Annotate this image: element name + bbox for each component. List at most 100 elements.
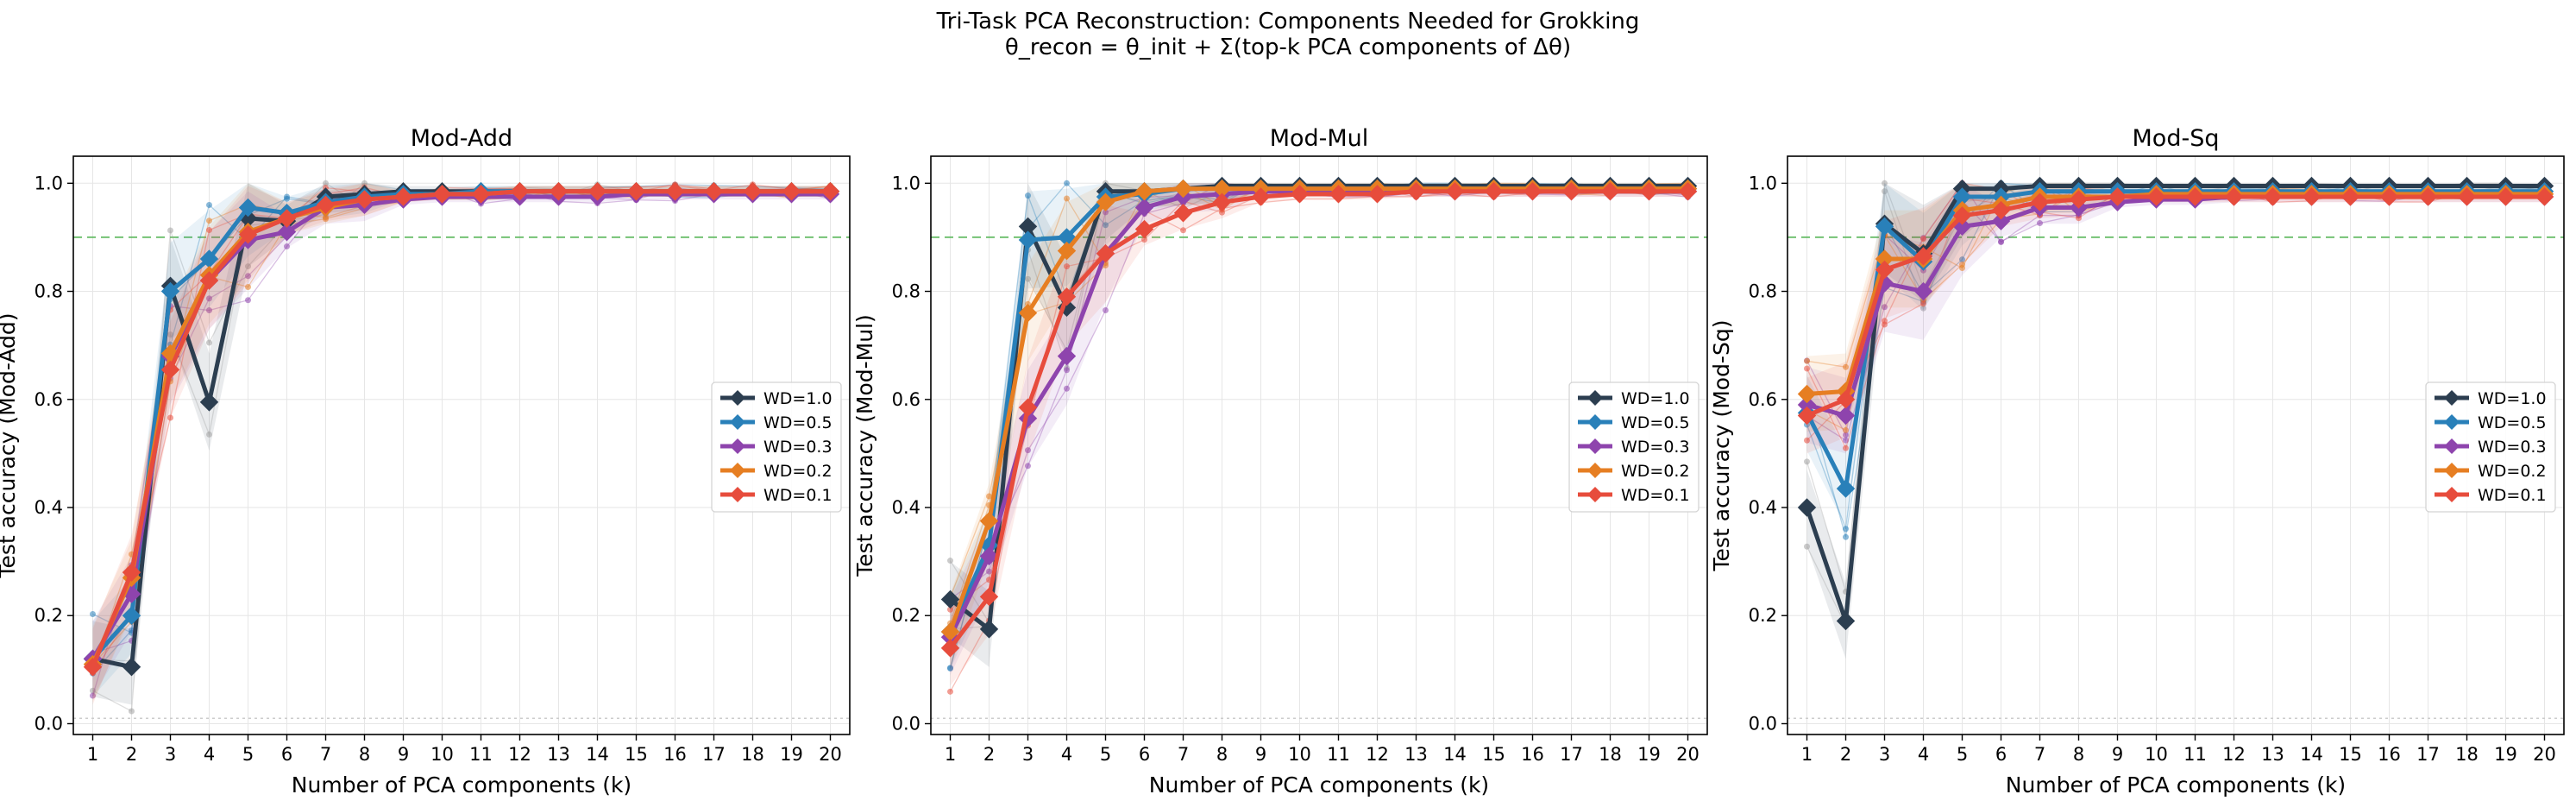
seed-point — [1920, 305, 1926, 312]
x-tick-label: 8 — [2073, 744, 2084, 765]
legend-box — [2425, 381, 2556, 513]
seed-point — [245, 273, 251, 280]
y-tick-label: 0.4 — [35, 497, 63, 518]
y-tick-label: 0.2 — [35, 605, 63, 626]
x-tick-label: 13 — [2261, 744, 2284, 765]
data-point — [1678, 181, 1698, 201]
seed-point — [1064, 367, 1070, 374]
seed-point — [1843, 437, 1849, 444]
seed-point — [167, 227, 173, 234]
legend-marker — [2444, 463, 2460, 478]
legend-marker — [730, 414, 745, 430]
data-point — [1406, 181, 1426, 201]
seed-point — [206, 431, 212, 438]
confidence-band — [950, 183, 1688, 670]
x-tick-label: 6 — [281, 744, 292, 765]
seed-point — [1882, 318, 1888, 325]
x-axis-label: Number of PCA components (k) — [292, 772, 631, 798]
data-point — [199, 271, 219, 290]
y-tick-label: 0.8 — [35, 281, 63, 302]
legend-marker — [730, 438, 745, 454]
legend-label: WD=0.1 — [2478, 486, 2547, 505]
seed-point — [1843, 426, 1849, 433]
y-tick-label: 0.2 — [1749, 605, 1777, 626]
seed-point — [1219, 209, 1225, 216]
x-tick-label: 15 — [2339, 744, 2362, 765]
data-point — [160, 360, 180, 380]
y-tick-label: 0.6 — [1749, 389, 1777, 410]
x-tick-label: 3 — [165, 744, 176, 765]
legend-marker — [2444, 390, 2460, 406]
seed-point — [986, 568, 992, 575]
x-tick-label: 13 — [1404, 744, 1428, 765]
data-point — [1797, 384, 1817, 404]
seed-point — [947, 558, 953, 564]
seed-point — [206, 227, 212, 234]
data-point — [199, 393, 219, 412]
x-tick-label: 16 — [1521, 744, 1544, 765]
y-tick-label: 0.6 — [35, 389, 63, 410]
legend-label: WD=0.3 — [1621, 438, 1690, 457]
seed-point — [206, 218, 212, 224]
data-point — [782, 181, 801, 201]
x-axis-label: Number of PCA components (k) — [1149, 772, 1489, 798]
data-point — [1018, 303, 1038, 323]
data-point — [2069, 190, 2089, 209]
seed-point — [2037, 220, 2043, 227]
seed-point — [1804, 458, 1810, 465]
data-point — [1639, 181, 1659, 201]
x-tick-label: 5 — [1100, 744, 1111, 765]
x-tick-label: 8 — [359, 744, 370, 765]
x-tick-label: 16 — [663, 744, 687, 765]
data-point — [2224, 187, 2244, 206]
data-point — [549, 181, 569, 201]
x-tick-label: 2 — [1840, 744, 1851, 765]
data-point — [316, 195, 336, 215]
data-point — [1134, 198, 1154, 218]
x-tick-label: 5 — [1957, 744, 1968, 765]
seed-point — [1064, 385, 1070, 392]
x-tick-label: 9 — [2112, 744, 2123, 765]
data-point — [393, 187, 413, 206]
legend-label: WD=0.1 — [763, 486, 832, 505]
legend-label: WD=0.1 — [1621, 486, 1690, 505]
seed-point — [284, 243, 290, 250]
y-tick-label: 1.0 — [892, 173, 920, 193]
seed-point — [129, 708, 135, 715]
seed-point — [1141, 236, 1147, 243]
seed-point — [206, 202, 212, 209]
x-tick-label: 13 — [547, 744, 570, 765]
x-tick-label: 19 — [2494, 744, 2517, 765]
seed-point — [1064, 180, 1070, 186]
data-point — [122, 658, 141, 677]
seed-point — [1103, 307, 1109, 314]
x-tick-label: 5 — [242, 744, 254, 765]
data-point — [1991, 200, 2011, 220]
seed-point — [1959, 262, 1965, 268]
legend: WD=1.0 WD=0.5 WD=0.3 WD=0.2 WD=0.1 — [1568, 381, 1700, 513]
subplot-title: Mod-Add — [411, 125, 512, 152]
data-point — [1173, 179, 1193, 199]
data-point — [2030, 192, 2050, 211]
y-tick-label: 0.0 — [35, 713, 63, 734]
data-point — [277, 222, 297, 242]
subplot-mod-add: 1 2 3 4 5 6 7 8 9 10 11 12 13 14 15 16 17 18 19 200.00.20.4… — [0, 125, 851, 798]
seed-point — [1843, 444, 1849, 451]
seed-point — [1103, 222, 1109, 229]
seed-point — [1180, 227, 1186, 234]
seed-point — [1843, 533, 1849, 540]
x-tick-label: 1 — [87, 744, 98, 765]
seed-point — [986, 493, 992, 500]
seed-point — [1882, 188, 1888, 195]
legend-label: WD=0.3 — [763, 438, 832, 457]
seed-point — [2076, 215, 2082, 222]
legend-label: WD=0.3 — [2478, 438, 2547, 457]
seed-point — [947, 688, 953, 695]
y-tick-label: 0.4 — [1749, 497, 1777, 518]
legend-marker — [1587, 414, 1603, 430]
seed-point — [1064, 195, 1070, 202]
data-point — [665, 181, 685, 201]
data-point — [2340, 187, 2360, 206]
data-point — [940, 639, 960, 658]
x-tick-label: 14 — [1443, 744, 1467, 765]
